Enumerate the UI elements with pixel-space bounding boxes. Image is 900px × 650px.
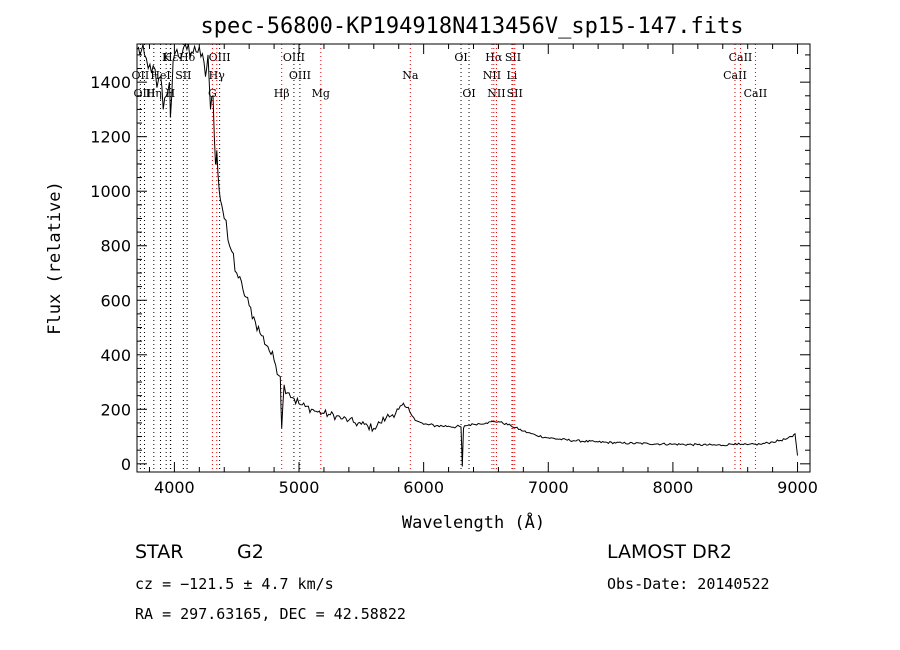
spectral-line-label: Hα — [485, 51, 503, 64]
spectral-line-label: SII — [505, 51, 521, 64]
spectral-line-label: CaII — [723, 69, 747, 82]
y-tick-label: 1400 — [90, 73, 131, 92]
spectral-line-label: OI — [462, 87, 475, 100]
spectral-line-label: OIII — [283, 51, 305, 64]
object-class: STAR — [135, 541, 184, 563]
y-tick-label: 0 — [121, 455, 131, 474]
spectral-line-label: Na — [402, 69, 419, 82]
x-tick-label: 8000 — [653, 478, 694, 497]
spectral-line-label: CaII — [729, 51, 753, 64]
axis-ticks: 4000 5000 6000 7000 8000 9000 0 200 400 600 800 100… — [90, 44, 818, 497]
spectral-line-label: OIII — [209, 51, 231, 64]
spectral-line-label: H — [166, 87, 176, 100]
x-axis-label: Wavelength (Å) — [402, 511, 545, 533]
spectral-line-label: SII — [175, 69, 191, 82]
y-tick-label: 400 — [100, 346, 131, 365]
y-tick-label: 1000 — [90, 182, 131, 201]
spectral-line-label: OII — [132, 69, 150, 82]
spectral-line-label: OI — [454, 51, 467, 64]
spectral-line-label: Mg — [312, 87, 330, 100]
y-tick-label: 800 — [100, 237, 131, 256]
spectral-line-label: OIII — [289, 69, 311, 82]
spectral-line-label: NII — [483, 69, 501, 82]
coordinates: RA = 297.63165, DEC = 42.58822 — [135, 605, 406, 623]
spectral-line-label: K — [162, 51, 171, 64]
x-tick-label: 6000 — [403, 478, 444, 497]
x-tick-label: 7000 — [528, 478, 569, 497]
spectral-line-label: SII — [507, 87, 523, 100]
redshift-value: cz = −121.5 ± 4.7 km/s — [135, 575, 334, 593]
spectrum-line — [136, 42, 798, 467]
x-tick-label: 5000 — [279, 478, 320, 497]
y-tick-label: 200 — [100, 400, 131, 419]
spectral-line-label: Hη — [146, 87, 162, 100]
x-tick-label: 9000 — [777, 478, 818, 497]
spectral-line-label: OIII — [133, 87, 155, 100]
spectral-line-label: Hγ — [209, 69, 226, 82]
spectral-line-label: G — [208, 87, 217, 100]
survey-name: LAMOST DR2 — [607, 541, 732, 563]
spectrum-series — [136, 42, 798, 467]
y-tick-label: 600 — [100, 291, 131, 310]
spectral-line-label: Hδ — [179, 51, 196, 64]
chart-title: spec-56800-KP194918N413456V_sp15-147.fit… — [200, 14, 743, 39]
y-tick-label: 1200 — [90, 128, 131, 147]
spectral-line-label: Hβ — [274, 87, 290, 100]
observation-date: Obs-Date: 20140522 — [607, 575, 770, 593]
spectral-line-label: NII — [487, 87, 505, 100]
spectral-line-label: Li — [506, 69, 517, 82]
plot-frame — [136, 43, 811, 473]
x-tick-label: 4000 — [154, 478, 195, 497]
spectral-line-label: CaII — [744, 87, 768, 100]
y-axis-label: Flux (relative) — [45, 181, 65, 335]
object-subclass: G2 — [237, 541, 264, 563]
